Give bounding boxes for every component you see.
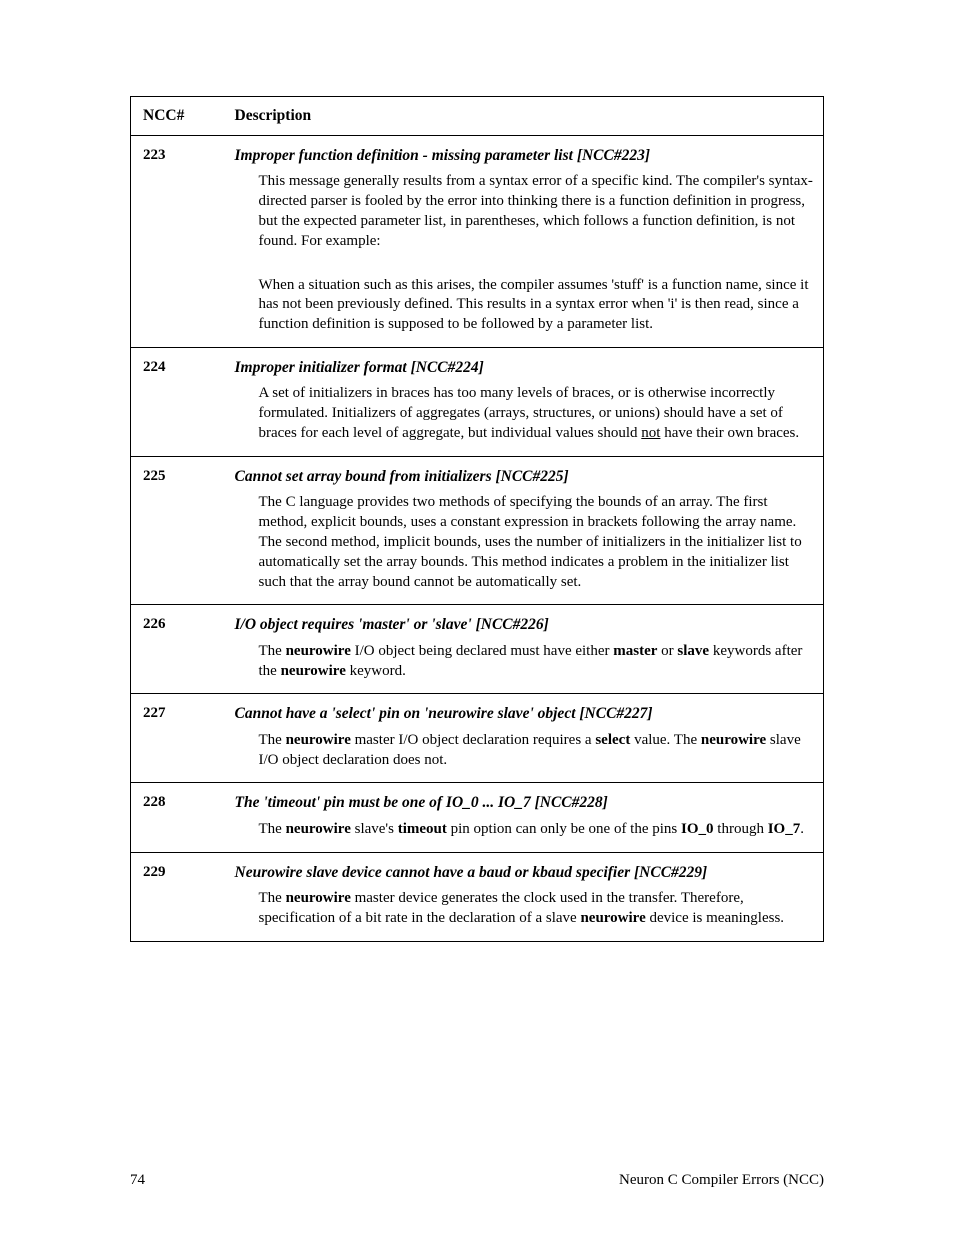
error-title: The 'timeout' pin must be one of IO_0 ..… (235, 793, 814, 813)
error-description: Cannot have a 'select' pin on 'neurowire… (223, 694, 824, 783)
error-number: 227 (131, 694, 223, 783)
error-number: 228 (131, 783, 223, 852)
table-row: 223 Improper function definition - missin… (131, 136, 824, 348)
error-description: Improper initializer format [NCC#224] A s… (223, 348, 824, 457)
table-row: 227 Cannot have a 'select' pin on 'neurow… (131, 694, 824, 783)
error-paragraph: When a situation such as this arises, th… (259, 276, 814, 335)
error-number: 224 (131, 348, 223, 457)
error-description: Improper function definition - missing p… (223, 136, 824, 348)
error-body: This message generally results from a sy… (259, 172, 814, 335)
error-paragraph: The neurowire master device generates th… (259, 889, 814, 929)
page-number: 74 (130, 1172, 145, 1189)
page-footer: 74 Neuron C Compiler Errors (NCC) (130, 1172, 824, 1189)
error-paragraph: The C language provides two methods of s… (259, 493, 814, 592)
error-number: 226 (131, 605, 223, 694)
error-body: The neurowire slave's timeout pin option… (259, 820, 814, 840)
error-body: The neurowire master I/O object declarat… (259, 731, 814, 771)
error-paragraph: A set of initializers in braces has too … (259, 384, 814, 443)
error-table: NCC# Description 223 Improper function de… (130, 96, 824, 942)
table-row: 228 The 'timeout' pin must be one of IO_0… (131, 783, 824, 852)
table-header-row: NCC# Description (131, 97, 824, 136)
error-title: Cannot have a 'select' pin on 'neurowire… (235, 704, 814, 724)
page: NCC# Description 223 Improper function de… (0, 0, 954, 1235)
col-header-ncc: NCC# (131, 97, 223, 136)
table-body: 223 Improper function definition - missin… (131, 136, 824, 942)
table-row: 224Improper initializer format [NCC#224]… (131, 348, 824, 457)
error-body: The neurowire master device generates th… (259, 889, 814, 929)
error-paragraph: The neurowire I/O object being declared … (259, 642, 814, 682)
error-description: The 'timeout' pin must be one of IO_0 ..… (223, 783, 824, 852)
error-body: A set of initializers in braces has too … (259, 384, 814, 443)
error-description: Neurowire slave device cannot have a bau… (223, 852, 824, 941)
error-paragraph: The neurowire slave's timeout pin option… (259, 820, 814, 840)
error-paragraph: The neurowire master I/O object declarat… (259, 731, 814, 771)
error-title: Improper initializer format [NCC#224] (235, 358, 814, 378)
error-number: 225 (131, 456, 223, 604)
error-title: Cannot set array bound from initializers… (235, 467, 814, 487)
table-row: 229 Neurowire slave device cannot have a … (131, 852, 824, 941)
table-row: 226 I/O object requires 'master' or 'slav… (131, 605, 824, 694)
col-header-desc: Description (223, 97, 824, 136)
error-description: I/O object requires 'master' or 'slave' … (223, 605, 824, 694)
error-number: 223 (131, 136, 223, 348)
error-title: Improper function definition - missing p… (235, 146, 814, 166)
error-number: 229 (131, 852, 223, 941)
table-row: 225 Cannot set array bound from initializ… (131, 456, 824, 604)
error-description: Cannot set array bound from initializers… (223, 456, 824, 604)
error-body: The C language provides two methods of s… (259, 493, 814, 592)
error-title: I/O object requires 'master' or 'slave' … (235, 615, 814, 635)
blank-gap (259, 262, 814, 276)
error-body: The neurowire I/O object being declared … (259, 642, 814, 682)
section-title: Neuron C Compiler Errors (NCC) (619, 1172, 824, 1189)
error-title: Neurowire slave device cannot have a bau… (235, 863, 814, 883)
error-paragraph: This message generally results from a sy… (259, 172, 814, 251)
